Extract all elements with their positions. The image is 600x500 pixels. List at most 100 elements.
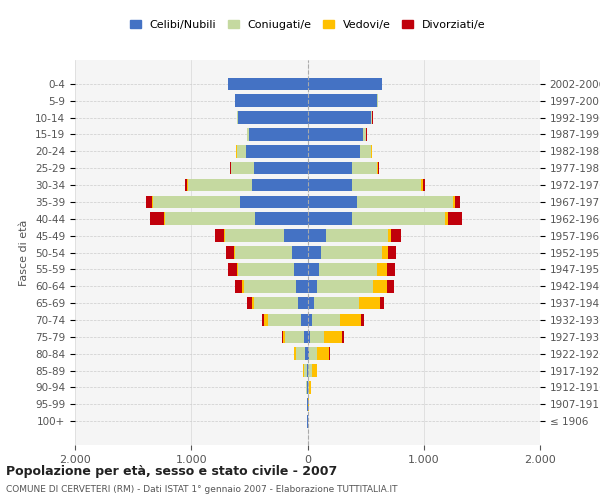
Bar xyxy=(448,212,462,225)
Bar xyxy=(304,330,308,343)
Bar xyxy=(235,280,242,292)
Bar xyxy=(153,196,240,208)
Bar xyxy=(308,230,326,242)
Text: COMUNE DI CERVETERI (RM) - Dati ISTAT 1° gennaio 2007 - Elaborazione TUTTITALIA.: COMUNE DI CERVETERI (RM) - Dati ISTAT 1°… xyxy=(6,485,398,494)
Bar xyxy=(282,330,283,343)
Bar xyxy=(309,348,317,360)
Bar xyxy=(265,314,268,326)
Bar xyxy=(296,348,305,360)
Bar xyxy=(325,330,342,343)
Bar xyxy=(308,280,317,292)
Bar xyxy=(308,162,352,174)
Bar xyxy=(304,364,307,377)
Text: Popolazione per età, sesso e stato civile - 2007: Popolazione per età, sesso e stato civil… xyxy=(6,465,337,478)
Bar xyxy=(229,263,236,276)
Bar xyxy=(286,330,304,343)
Bar xyxy=(254,162,308,174)
Legend: Celibi/Nubili, Coniugati/e, Vedovi/e, Divorziati/e: Celibi/Nubili, Coniugati/e, Vedovi/e, Di… xyxy=(125,16,490,34)
Bar xyxy=(308,246,322,259)
Bar xyxy=(322,246,382,259)
Bar xyxy=(247,297,252,310)
Bar xyxy=(364,128,366,141)
Bar xyxy=(292,246,308,259)
Bar xyxy=(391,230,401,242)
Bar xyxy=(185,178,187,192)
Bar xyxy=(236,145,246,158)
Bar xyxy=(317,348,329,360)
Bar xyxy=(283,330,286,343)
Bar xyxy=(352,178,421,192)
Bar xyxy=(312,364,317,377)
Bar xyxy=(252,178,308,192)
Bar xyxy=(240,196,308,208)
Bar xyxy=(308,381,309,394)
Bar xyxy=(308,78,382,90)
Bar xyxy=(386,280,394,292)
Bar xyxy=(284,230,308,242)
Bar xyxy=(352,162,377,174)
Bar xyxy=(301,314,308,326)
Bar xyxy=(308,364,312,377)
Bar xyxy=(308,330,310,343)
Bar xyxy=(373,280,386,292)
Bar xyxy=(308,111,371,124)
Bar xyxy=(250,128,308,141)
Bar xyxy=(149,212,164,225)
Bar xyxy=(305,348,308,360)
Bar xyxy=(308,178,352,192)
Bar xyxy=(235,246,292,259)
Bar xyxy=(308,128,364,141)
Bar xyxy=(238,263,293,276)
Bar xyxy=(229,78,308,90)
Bar xyxy=(445,212,448,225)
Bar xyxy=(359,297,380,310)
Bar xyxy=(306,381,307,394)
Bar xyxy=(308,263,319,276)
Bar xyxy=(382,246,388,259)
Bar xyxy=(231,162,254,174)
Bar xyxy=(340,314,361,326)
Bar xyxy=(422,178,425,192)
Bar xyxy=(268,314,301,326)
Bar xyxy=(309,381,311,394)
Bar xyxy=(453,196,455,208)
Bar xyxy=(308,348,309,360)
Bar xyxy=(378,162,379,174)
Bar xyxy=(252,297,254,310)
Bar xyxy=(312,314,340,326)
Bar xyxy=(262,314,265,326)
Bar xyxy=(388,230,391,242)
Bar xyxy=(386,263,395,276)
Bar xyxy=(146,196,152,208)
Bar xyxy=(244,280,296,292)
Bar xyxy=(235,94,308,107)
Bar xyxy=(242,280,244,292)
Bar xyxy=(226,246,235,259)
Bar xyxy=(188,178,252,192)
Bar xyxy=(238,111,308,124)
Bar xyxy=(360,145,371,158)
Bar xyxy=(371,111,373,124)
Bar xyxy=(294,348,296,360)
Bar xyxy=(308,196,358,208)
Bar xyxy=(310,330,325,343)
Bar xyxy=(247,128,250,141)
Bar xyxy=(342,330,344,343)
Bar xyxy=(308,297,314,310)
Bar xyxy=(298,297,308,310)
Bar xyxy=(314,297,359,310)
Bar xyxy=(317,280,373,292)
Bar xyxy=(308,314,312,326)
Bar xyxy=(455,196,460,208)
Bar xyxy=(352,212,445,225)
Bar xyxy=(388,246,396,259)
Bar xyxy=(326,230,388,242)
Bar xyxy=(358,196,453,208)
Y-axis label: Fasce di età: Fasce di età xyxy=(19,220,29,286)
Bar xyxy=(255,212,308,225)
Bar xyxy=(293,263,308,276)
Bar xyxy=(225,230,284,242)
Bar xyxy=(308,145,360,158)
Bar xyxy=(254,297,298,310)
Bar xyxy=(308,94,377,107)
